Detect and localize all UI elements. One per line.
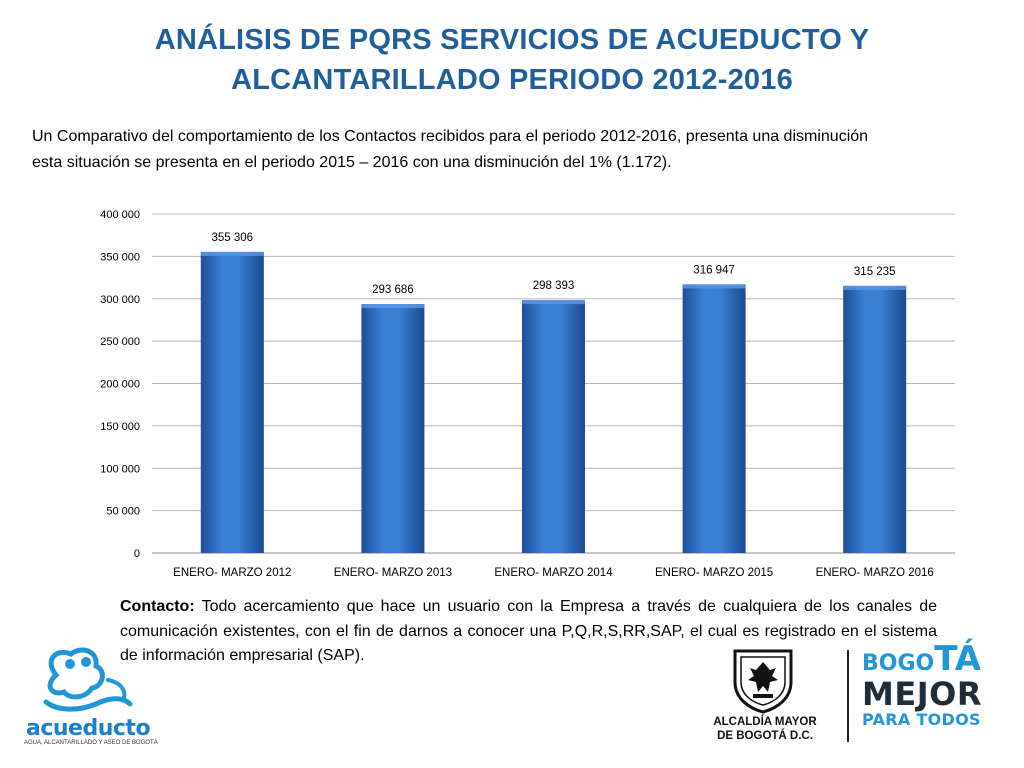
contact-label: Contacto: — [120, 598, 195, 615]
acueducto-tagline: AGUA, ALCANTARILLADO Y ASEO DE BOGOTÁ — [24, 740, 158, 746]
acueducto-frog-logo — [43, 647, 133, 712]
title-line-1: ANÁLISIS DE PQRS SERVICIOS DE ACUEDUCTO … — [154, 24, 870, 56]
contact-definition: Contacto: Todo acercamiento que hace un … — [120, 595, 937, 669]
alcaldia-label: ALCALDÍA MAYOR DE BOGOTÁ D.C. — [700, 715, 830, 743]
alcaldia-line-1: ALCALDÍA MAYOR — [713, 716, 817, 728]
alcaldia-shield-icon — [733, 649, 793, 714]
bar-highlight — [200, 251, 264, 256]
bar-value-label: 293 686 — [372, 284, 414, 296]
bar-chart-svg: 0 50 000 100 000 150 000 200 000 250 000 300 0… — [100, 209, 955, 579]
y-tick-label: 350 000 — [100, 251, 140, 263]
acueducto-wordmark: acueducto — [26, 716, 151, 741]
bar-highlight — [361, 304, 425, 309]
y-tick-label: 200 000 — [100, 379, 140, 391]
bar — [361, 304, 425, 553]
bogota-wordmark: BOGOTÁ — [862, 642, 1012, 677]
bar-value-label: 298 393 — [533, 280, 575, 292]
bar-highlight — [522, 300, 585, 305]
bar-value-label: 316 947 — [693, 264, 735, 276]
bogota-part-2: TÁ — [934, 639, 982, 679]
bar — [522, 300, 585, 553]
bar-value-label: 355 306 — [212, 232, 254, 244]
intro-line-2: esta situación se presenta en el periodo… — [32, 154, 672, 171]
logo-divider — [847, 650, 849, 742]
bar — [843, 285, 907, 553]
x-category-label: ENERO- MARZO 2014 — [494, 567, 613, 579]
bar-value-label: 315 235 — [854, 266, 896, 278]
intro-paragraph: Un Comparativo del comportamiento de los… — [32, 124, 1002, 176]
para-todos-wordmark: PARA TODOS — [862, 710, 981, 729]
y-tick-label: 150 000 — [100, 421, 140, 433]
intro-line-1: Un Comparativo del comportamiento de los… — [32, 128, 869, 145]
x-category-label: ENERO- MARZO 2013 — [334, 567, 452, 579]
y-tick-label: 50 000 — [106, 506, 140, 518]
mejor-wordmark: MEJOR — [862, 675, 982, 713]
x-category-label: ENERO- MARZO 2012 — [173, 567, 291, 579]
y-tick-label: 250 000 — [100, 336, 140, 348]
bar-highlight — [843, 285, 907, 290]
bar — [200, 251, 264, 553]
alcaldia-line-2: DE BOGOTÁ D.C. — [717, 730, 813, 742]
contact-text: Todo acercamiento que hace un usuario co… — [120, 598, 938, 664]
bar-highlight — [682, 284, 746, 289]
bar — [682, 284, 746, 553]
y-tick-label: 0 — [134, 548, 140, 560]
bogota-part-1: BOGO — [862, 651, 935, 676]
y-tick-label: 100 000 — [100, 463, 140, 475]
x-category-label: ENERO- MARZO 2016 — [816, 567, 934, 579]
title-line-2: ALCANTARILLADO PERIODO 2012-2016 — [231, 64, 793, 96]
y-tick-label: 400 000 — [100, 209, 140, 221]
y-tick-label: 300 000 — [100, 294, 140, 306]
slide-title: ANÁLISIS DE PQRS SERVICIOS DE ACUEDUCTO … — [0, 20, 1024, 100]
bar-chart: 0 50 000 100 000 150 000 200 000 250 000 300 0… — [0, 195, 1024, 590]
x-category-label: ENERO- MARZO 2015 — [655, 567, 773, 579]
bogota-mejor-logo: BOGOTÁ MEJOR PARA TODOS — [862, 642, 1012, 729]
